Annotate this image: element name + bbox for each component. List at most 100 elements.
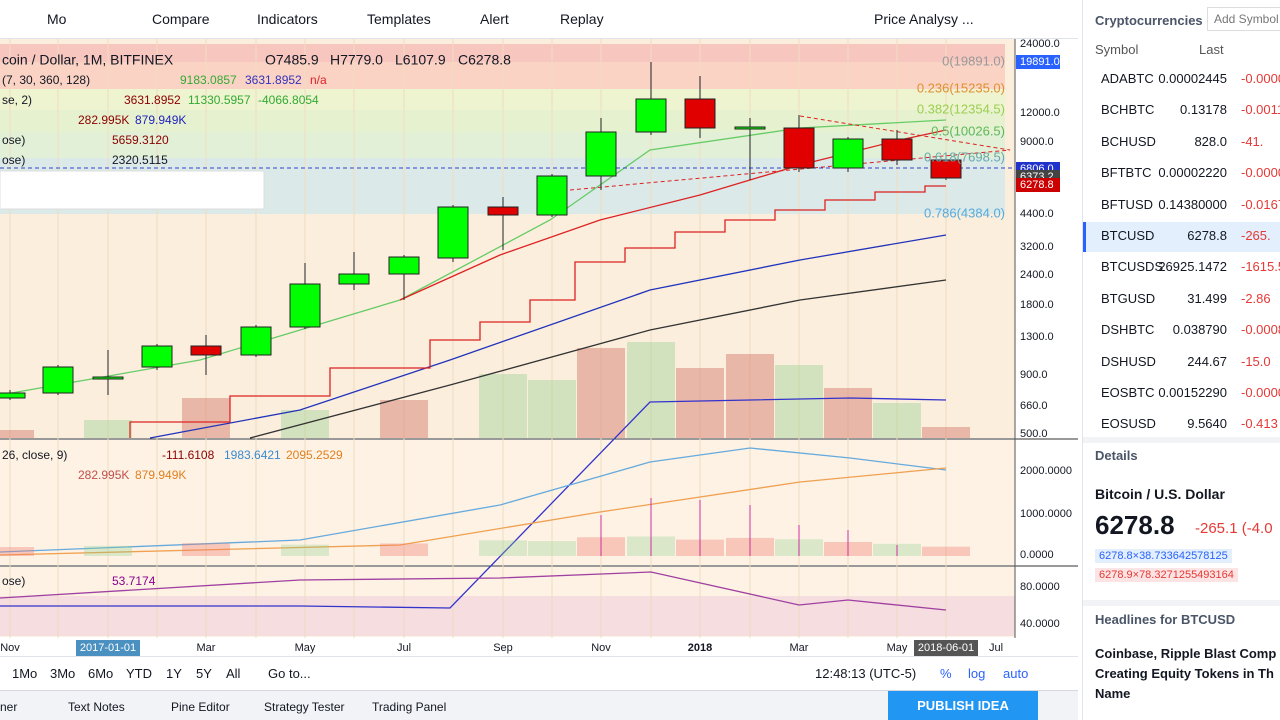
macd-axis-label: 2000.0000: [1020, 465, 1072, 477]
headline[interactable]: Coinbase, Ripple Blast Comp: [1095, 646, 1277, 661]
candle: [0, 392, 26, 399]
time-label: Mar: [790, 642, 809, 654]
toolbar-button[interactable]: Templates: [367, 11, 431, 27]
row-highlight: [1083, 222, 1280, 252]
ma-line: [0, 397, 947, 609]
scale-option[interactable]: auto: [1003, 666, 1029, 681]
symbol[interactable]: BFTUSD: [1101, 196, 1153, 212]
range-button[interactable]: YTD: [126, 666, 152, 681]
ohlc-value: H7779.0: [330, 52, 383, 68]
toolbar-button[interactable]: Indicators: [257, 11, 318, 27]
candle: [240, 326, 272, 356]
volume-bar: [726, 354, 774, 438]
candle: [536, 175, 568, 216]
bottom-tab[interactable]: ner: [0, 700, 18, 714]
bottom-tab[interactable]: Trading Panel: [372, 700, 447, 714]
toolbar: Mo Compare Indicators Templates Alert Replay P…: [0, 0, 1078, 39]
add-symbol[interactable]: Add Symbol: [1207, 7, 1280, 31]
scale-option[interactable]: %: [940, 666, 952, 681]
price-label: 9000.0: [1020, 136, 1054, 148]
candle: [487, 206, 519, 216]
layout-name[interactable]: Price Analysy ...: [874, 11, 974, 27]
change: -2.86: [1241, 290, 1271, 306]
symbol[interactable]: EOSUSD: [1101, 416, 1156, 432]
symbol[interactable]: ADABTC: [1101, 71, 1154, 86]
interval[interactable]: Mo: [47, 11, 67, 27]
divider: [1083, 600, 1280, 606]
change: -0.0011: [1241, 102, 1280, 118]
details-change: -265.1 (-4.0: [1195, 520, 1273, 537]
legend-text: 11330.5957: [188, 93, 251, 107]
bottom-tab[interactable]: Strategy Tester: [264, 700, 345, 714]
legend-text: 282.995K: [78, 113, 129, 127]
range-button[interactable]: 1Y: [166, 666, 182, 681]
bottom-tab[interactable]: Pine Editor: [171, 700, 230, 714]
range-button[interactable]: 5Y: [196, 666, 212, 681]
fib-label: 0.382(12354.5): [917, 101, 1005, 116]
ohlc-value: O7485.9: [265, 52, 319, 68]
fib-label: 0.5(10026.5): [931, 123, 1005, 138]
last-price: 9.5640: [1187, 416, 1227, 432]
price-label: 2400.0: [1020, 269, 1054, 281]
legend-text: ose): [2, 574, 25, 588]
legend-text: 879.949K: [135, 468, 186, 482]
symbol[interactable]: DSHBTC: [1101, 322, 1155, 338]
change: -41.: [1241, 133, 1264, 149]
bottom-tab[interactable]: Text Notes: [68, 700, 125, 714]
price-label: 900.0: [1020, 369, 1048, 381]
symbol[interactable]: EOSBTC: [1101, 385, 1155, 400]
price-label: 660.0: [1020, 400, 1048, 412]
ohlc-value: C6278.8: [458, 52, 511, 68]
toolbar-button[interactable]: Replay: [560, 11, 604, 27]
rsi-band: [0, 596, 1015, 636]
macd-hist: [281, 544, 329, 556]
toolbar-button[interactable]: Alert: [480, 11, 509, 27]
range-button[interactable]: All: [226, 666, 241, 681]
range-bar: 1Mo 3Mo 6Mo YTD 1Y 5Y All Go to... 12:48:13 (UTC…: [0, 656, 1078, 689]
candle: [881, 138, 913, 161]
last-price: 26925.1472: [1158, 259, 1227, 275]
price-tag: [1016, 178, 1060, 192]
symbol[interactable]: DSHUSD: [1101, 353, 1156, 369]
price-tag-label: 6278.8: [1020, 179, 1054, 191]
volume-bar: [0, 430, 34, 438]
volume-bar: [479, 374, 527, 438]
legend-text: se, 2): [2, 93, 32, 107]
last-price: 244.67: [1187, 353, 1227, 369]
symbol[interactable]: BTCUSDS: [1101, 259, 1164, 275]
price-tag-label: 19891.0: [1020, 56, 1060, 68]
range-button[interactable]: 3Mo: [50, 666, 76, 681]
volume-bar: [824, 388, 872, 438]
headline[interactable]: Creating Equity Tokens in Th: [1095, 666, 1274, 681]
range-button[interactable]: 1Mo: [12, 666, 38, 681]
signal-line: [0, 467, 947, 556]
symbol[interactable]: BFTBTC: [1101, 165, 1152, 181]
details-name: Bitcoin / U.S. Dollar: [1095, 486, 1225, 502]
macd-hist: [0, 547, 34, 556]
change: -0.0000: [1241, 385, 1280, 400]
fib-label: 0.618(7698.5): [924, 149, 1005, 164]
column-header: Symbol: [1095, 42, 1139, 57]
time-tag: [914, 640, 978, 656]
symbol[interactable]: BCHBTC: [1101, 102, 1155, 118]
symbol[interactable]: BTCUSD: [1101, 228, 1155, 243]
legend-text: 53.7174: [112, 574, 156, 588]
symbol[interactable]: BTGUSD: [1101, 290, 1156, 306]
symbol[interactable]: BCHUSD: [1101, 133, 1156, 149]
last-price: 0.038790: [1172, 322, 1227, 338]
legend-text: 2095.2529: [286, 448, 343, 462]
goto[interactable]: Go to...: [268, 666, 311, 681]
time-label: May: [295, 642, 316, 654]
publish-button[interactable]: PUBLISH IDEA: [888, 691, 1038, 720]
headline[interactable]: Name: [1095, 686, 1131, 701]
last-price: 0.14380000: [1158, 196, 1227, 212]
fib-label: 0.786(4384.0): [924, 205, 1005, 220]
candle: [190, 345, 222, 356]
toolbar-button[interactable]: Compare: [152, 11, 210, 27]
legend-text: (7, 30, 360, 128): [2, 73, 90, 87]
legend-text: ose): [2, 153, 25, 167]
range-button[interactable]: 6Mo: [88, 666, 114, 681]
scale-option[interactable]: log: [968, 666, 986, 681]
candle: [930, 159, 962, 179]
